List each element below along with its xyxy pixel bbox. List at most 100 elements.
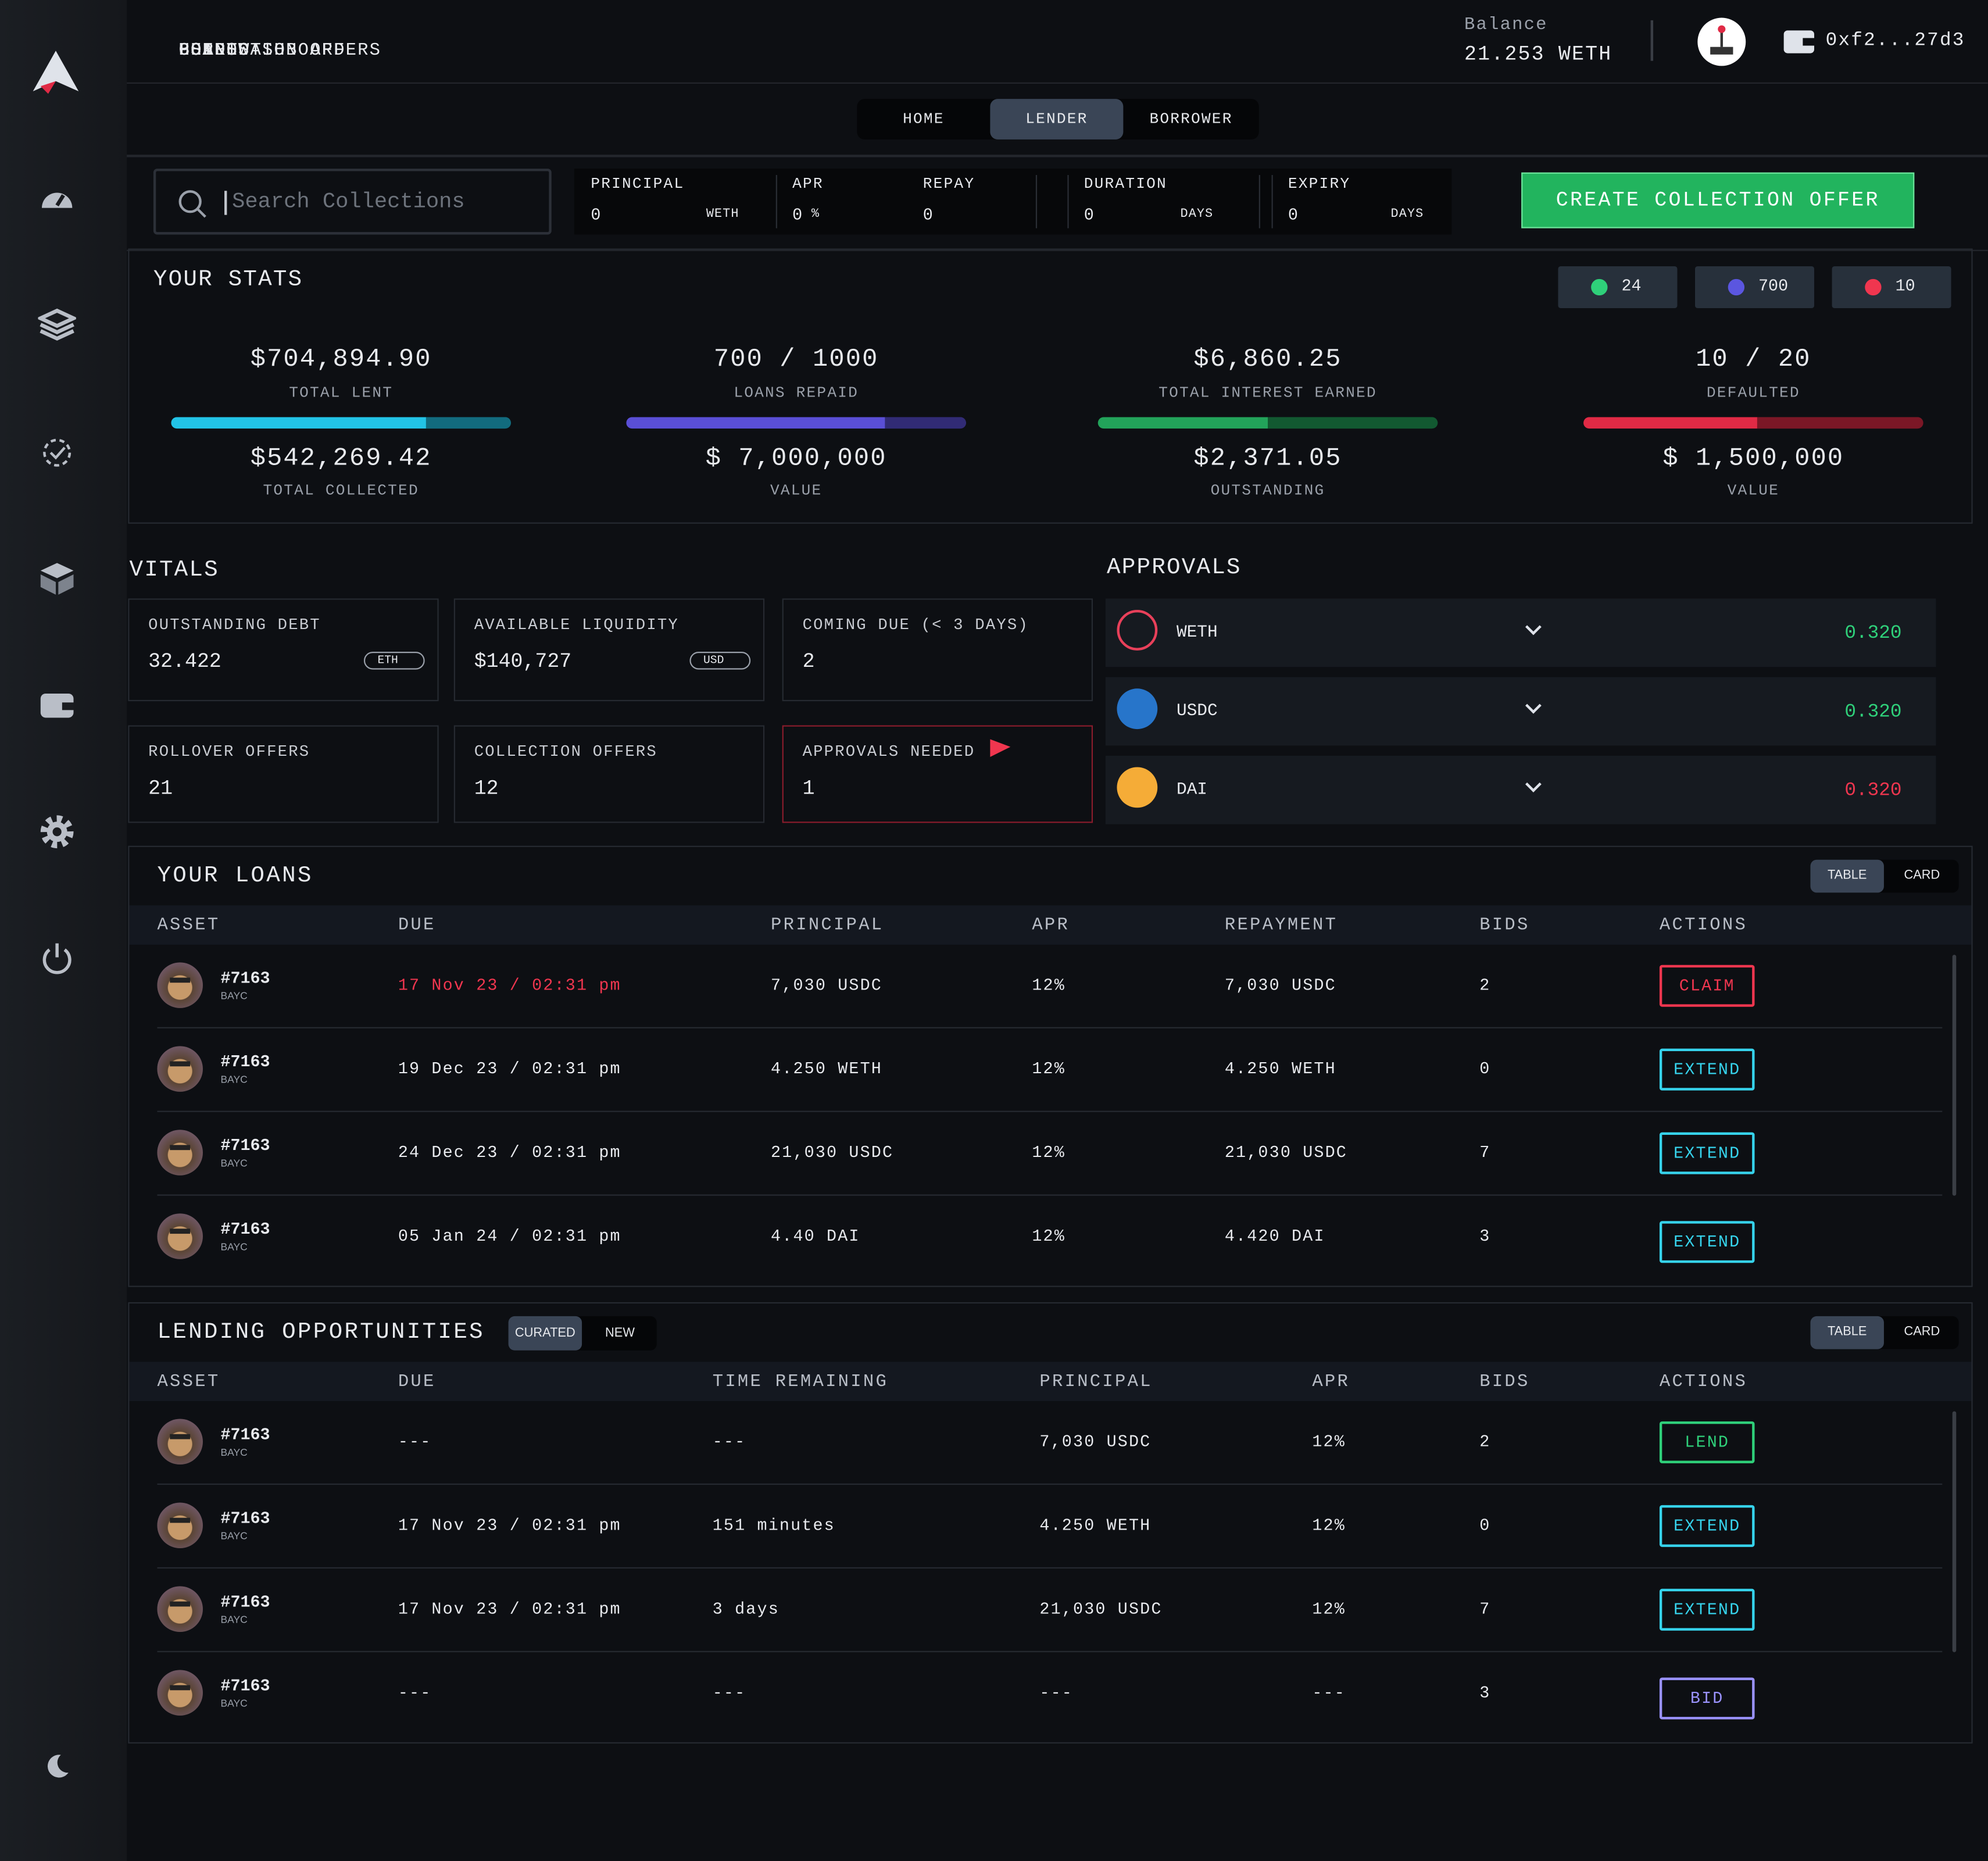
table-cell: 3 days bbox=[712, 1599, 780, 1619]
action-button[interactable]: CLAIM bbox=[1659, 965, 1755, 1007]
nav-item[interactable]: BORROW bbox=[178, 40, 251, 61]
logo[interactable] bbox=[30, 48, 81, 97]
search-box[interactable]: Search Collections bbox=[153, 169, 552, 235]
stat-bar bbox=[626, 417, 966, 429]
nav-item[interactable]: POINTS bbox=[178, 40, 251, 61]
row-divider bbox=[157, 1110, 1943, 1112]
field-unit[interactable]: WETH bbox=[706, 208, 739, 222]
token-name: DAI bbox=[1176, 781, 1207, 801]
offer-fields: PRINCIPAL 0 WETH APR 0% REPAY 0 DURATION 0 DAYS EX… bbox=[574, 169, 1452, 235]
balance-label: Balance bbox=[1464, 15, 1548, 36]
stat-top-value: $6,860.25 bbox=[1193, 345, 1342, 375]
panel bbox=[128, 1302, 1973, 1744]
field-unit[interactable]: % bbox=[811, 208, 820, 222]
field-value[interactable]: 0 bbox=[1084, 205, 1094, 225]
filter-option[interactable]: NEW bbox=[605, 1326, 635, 1341]
vital-card: COMING DUE (< 3 DAYS) 2 bbox=[782, 598, 1093, 702]
settings-icon[interactable] bbox=[40, 814, 75, 849]
stat-top-label: LOANS REPAID bbox=[734, 384, 859, 402]
field-value[interactable]: 0 bbox=[1288, 205, 1298, 225]
nav-item[interactable]: LOANS bbox=[178, 40, 239, 61]
stat-bar bbox=[171, 417, 511, 429]
approval-row[interactable]: DAI 0.320 bbox=[1105, 755, 1936, 824]
view-tab[interactable]: LENDER bbox=[990, 99, 1124, 140]
layers-icon[interactable] bbox=[38, 308, 76, 341]
wallet-address[interactable]: 0xf2...27d3 bbox=[1825, 30, 1965, 52]
table-cell: 7 bbox=[1479, 1599, 1491, 1619]
badge-value: 700 bbox=[1758, 276, 1789, 296]
action-button[interactable]: LEND bbox=[1659, 1421, 1755, 1463]
toggle-option[interactable]: TABLE bbox=[1810, 1316, 1884, 1349]
table-cell: 3 bbox=[1479, 1683, 1491, 1702]
toggle-option[interactable]: CARD bbox=[1904, 1325, 1940, 1340]
action-button[interactable]: EXTEND bbox=[1659, 1588, 1755, 1631]
vital-unit[interactable]: USD bbox=[689, 652, 751, 670]
table-cell: --- bbox=[712, 1432, 746, 1452]
stat-bottom-value: $ 1,500,000 bbox=[1662, 444, 1844, 474]
view-tab[interactable]: BORROWER bbox=[1149, 110, 1233, 128]
table-cell: 0 bbox=[1479, 1516, 1491, 1535]
approval-row[interactable]: USDC 0.320 bbox=[1105, 677, 1936, 746]
table-cell: 17 Nov 23 / 02:31 pm bbox=[398, 1599, 621, 1619]
field-unit[interactable]: DAYS bbox=[1390, 208, 1424, 222]
nav-item[interactable]: LEND bbox=[178, 40, 227, 61]
create-offer-button[interactable]: CREATE COLLECTION OFFER bbox=[1521, 172, 1915, 228]
table-cell: 17 Nov 23 / 02:31 pm bbox=[398, 976, 621, 995]
history-icon[interactable] bbox=[41, 436, 74, 469]
asset-id: #7163 bbox=[220, 969, 270, 988]
action-button[interactable]: EXTEND bbox=[1659, 1221, 1755, 1263]
action-button[interactable]: EXTEND bbox=[1659, 1132, 1755, 1174]
field-unit[interactable]: DAYS bbox=[1180, 208, 1214, 222]
toggle-option[interactable]: TABLE bbox=[1810, 859, 1884, 893]
view-toggle: TABLE CARD bbox=[1810, 1316, 1959, 1349]
logout-icon[interactable] bbox=[40, 941, 75, 976]
theme-icon[interactable] bbox=[43, 1752, 71, 1780]
approval-row[interactable]: WETH 0.320 bbox=[1105, 598, 1936, 667]
field-value[interactable]: 0 bbox=[591, 205, 601, 225]
nav-item[interactable]: USER DASHBOARD bbox=[178, 40, 346, 61]
filter-option[interactable]: CURATED bbox=[508, 1316, 582, 1351]
section-title: YOUR LOANS bbox=[157, 863, 313, 889]
row-divider bbox=[157, 1194, 1943, 1196]
balance-value: 21.253 WETH bbox=[1464, 43, 1612, 66]
asset-id: #7163 bbox=[220, 1509, 270, 1528]
vital-label: APPROVALS NEEDED bbox=[802, 743, 975, 761]
toggle-option[interactable]: CARD bbox=[1904, 868, 1940, 883]
action-button[interactable]: EXTEND bbox=[1659, 1505, 1755, 1547]
box-icon[interactable] bbox=[38, 560, 76, 596]
stats-title: YOUR STATS bbox=[153, 267, 303, 293]
wallet-icon bbox=[1783, 30, 1815, 53]
table-cell: --- bbox=[1312, 1683, 1346, 1702]
field-value[interactable]: 0 bbox=[923, 205, 933, 225]
profile-avatar[interactable] bbox=[1696, 16, 1747, 67]
search-icon bbox=[178, 190, 206, 218]
table-cell: 21,030 USDC bbox=[1224, 1143, 1348, 1162]
column-header: PRINCIPAL bbox=[1039, 1371, 1153, 1392]
action-button[interactable]: BID bbox=[1659, 1677, 1755, 1720]
vital-unit[interactable]: ETH bbox=[363, 652, 425, 670]
nav-item[interactable]: COLLECTION OFFERS bbox=[178, 40, 382, 61]
stat-top-value: 700 / 1000 bbox=[713, 345, 879, 375]
table-cell: 05 Jan 24 / 02:31 pm bbox=[398, 1227, 621, 1246]
table-cell: 12% bbox=[1312, 1599, 1346, 1619]
field-value[interactable]: 0 bbox=[792, 205, 803, 225]
vital-label: COMING DUE (< 3 DAYS) bbox=[802, 616, 1029, 634]
action-button[interactable]: EXTEND bbox=[1659, 1048, 1755, 1091]
panel bbox=[128, 845, 1973, 1287]
stat-bar bbox=[1097, 417, 1438, 429]
asset-collection: BAYC bbox=[220, 990, 248, 1002]
view-tab[interactable]: HOME bbox=[903, 110, 945, 128]
table-cell: 4.40 DAI bbox=[771, 1227, 860, 1246]
table-cell: 151 minutes bbox=[712, 1516, 835, 1535]
wallet-icon[interactable] bbox=[40, 690, 75, 720]
field-divider bbox=[1271, 174, 1273, 228]
avatar-glasses bbox=[170, 1601, 191, 1607]
stat-bottom-label: OUTSTANDING bbox=[1210, 481, 1325, 500]
stat-badge: 24 bbox=[1558, 266, 1678, 308]
vital-label: ROLLOVER OFFERS bbox=[148, 743, 310, 761]
nft-avatar bbox=[157, 962, 203, 1008]
asset-id: #7163 bbox=[220, 1052, 270, 1071]
token-icon bbox=[1117, 688, 1158, 730]
vitals-title: VITALS bbox=[129, 558, 219, 584]
dashboard-icon[interactable] bbox=[40, 183, 75, 213]
